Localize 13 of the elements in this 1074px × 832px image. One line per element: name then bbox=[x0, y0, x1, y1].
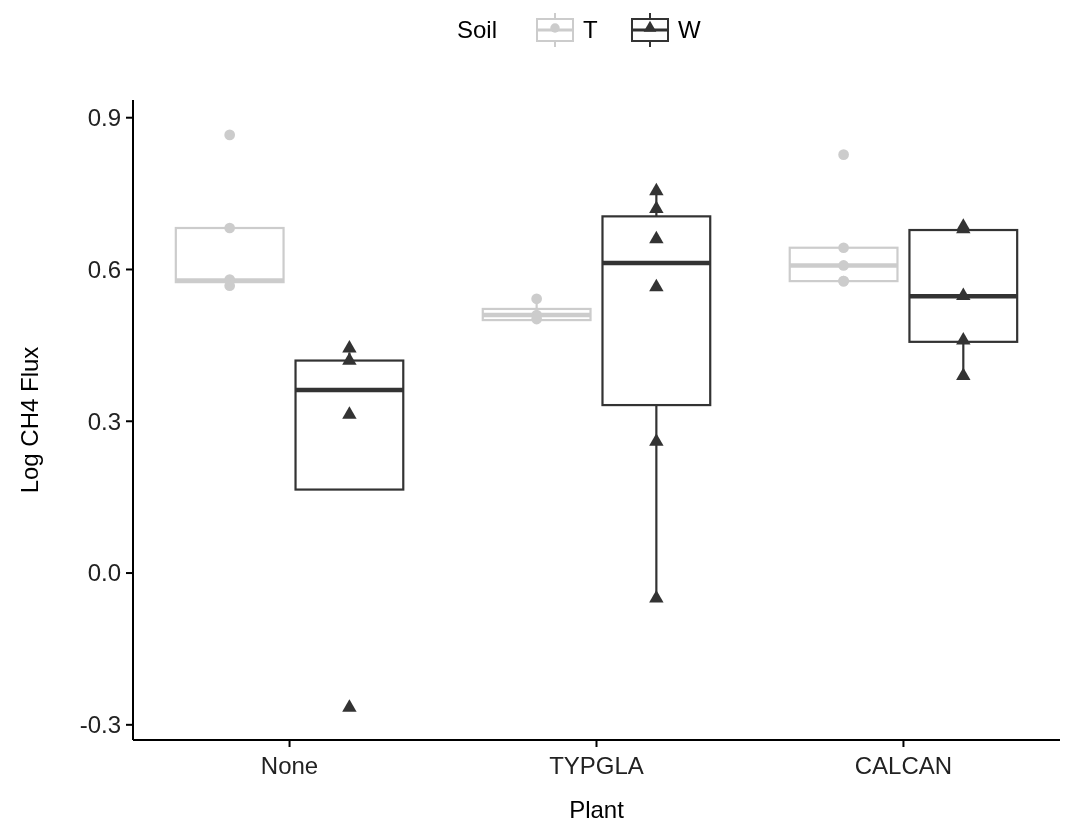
y-tick-label: 0.6 bbox=[87, 255, 121, 283]
legend-label: T bbox=[583, 16, 598, 44]
y-tick-label: 0.3 bbox=[87, 407, 121, 435]
legend-title: Soil bbox=[457, 16, 498, 44]
y-tick-label: 0.9 bbox=[87, 104, 121, 132]
x-tick-label: CALCAN bbox=[854, 752, 953, 779]
x-tick-label: TYPGLA bbox=[549, 752, 644, 779]
y-tick-label: 0.0 bbox=[87, 559, 121, 587]
y-tick-label: -0.3 bbox=[79, 711, 121, 739]
x-axis-title: Plant bbox=[569, 796, 625, 823]
x-tick-label: None bbox=[260, 752, 319, 779]
legend-label: W bbox=[678, 16, 701, 44]
y-axis-title: Log CH4 Flux bbox=[16, 346, 43, 494]
